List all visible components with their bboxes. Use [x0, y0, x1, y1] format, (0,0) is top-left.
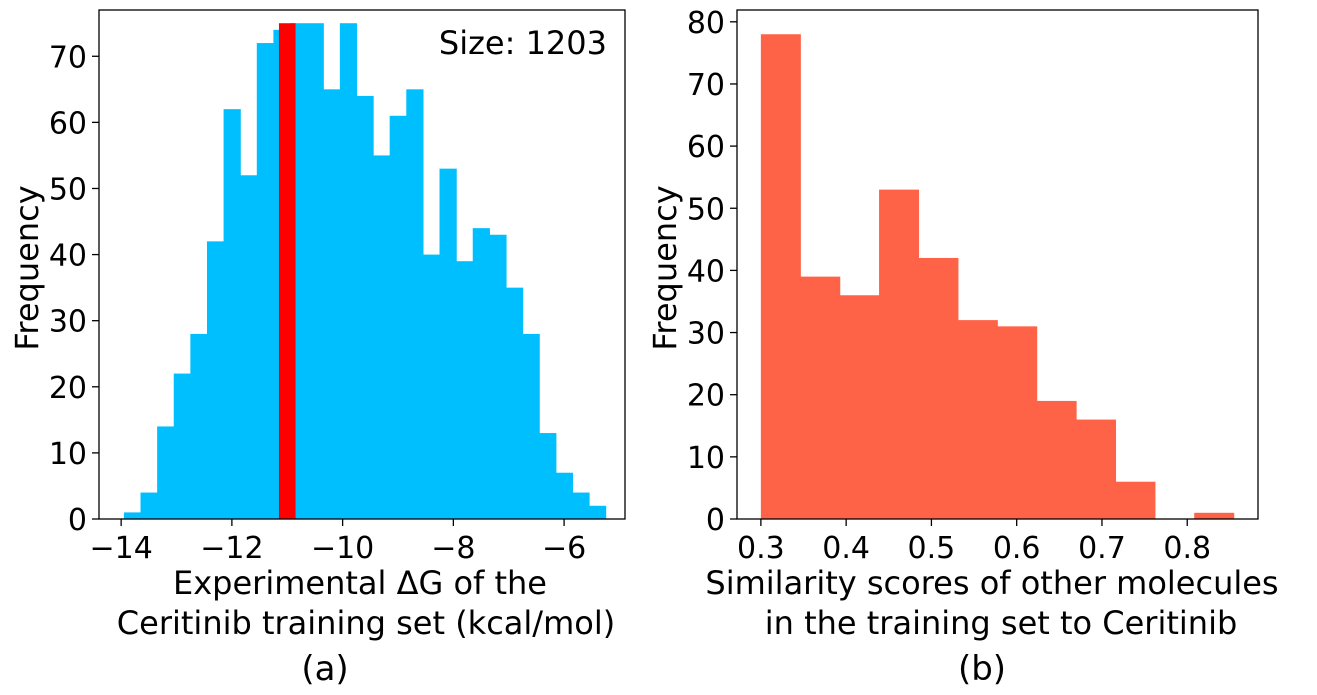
histogram-bar [406, 89, 424, 519]
y-tick-label: 20 [687, 379, 725, 414]
histogram-bar [1036, 400, 1077, 519]
histogram-bar [957, 320, 998, 519]
histogram-bar [123, 512, 142, 519]
x-tick-label: 0.6 [993, 531, 1041, 566]
y-tick-label: 50 [49, 172, 87, 207]
y-tick-label: 40 [49, 239, 87, 274]
histogram-bar [240, 175, 258, 519]
panel-b-xlabel-line1: Similarity scores of other molecules [705, 564, 1278, 602]
histogram-bar [140, 492, 158, 519]
histogram-bar [339, 23, 358, 519]
histogram-bar [323, 89, 341, 519]
x-tick-label: 0.3 [737, 531, 785, 566]
x-tick-label: −12 [200, 531, 263, 566]
histogram-bar [373, 155, 391, 519]
x-tick-label: −10 [311, 531, 374, 566]
panel-a-label: (a) [301, 649, 348, 689]
histogram-bar [223, 109, 241, 519]
histogram-bar [489, 234, 507, 519]
panel-a-y-ticks: 0 10 20 30 40 50 60 70 [49, 40, 99, 538]
panel-b-xlabel-line2: in the training set to Ceritinib [765, 604, 1238, 642]
y-tick-label: 30 [687, 317, 725, 352]
x-tick-label: 0.8 [1163, 531, 1211, 566]
histogram-bar [472, 228, 490, 519]
histogram-bar [306, 23, 324, 519]
y-tick-label: 30 [49, 305, 87, 340]
histogram-bar [173, 373, 191, 519]
panel-b-label: (b) [958, 649, 1006, 689]
y-tick-label: 40 [687, 254, 725, 289]
panel-b-plot-frame [736, 9, 1259, 520]
histogram-bar [1194, 512, 1235, 519]
histogram-bar [1115, 481, 1156, 519]
histogram-bar [555, 472, 573, 519]
panel-a-highlight [278, 23, 296, 519]
y-tick-label: 10 [687, 441, 725, 476]
panel-b-bars [760, 34, 1235, 520]
histogram-bar [356, 95, 374, 519]
histogram-bar [505, 287, 524, 519]
x-tick-label: 0.5 [908, 531, 956, 566]
histogram-bar [572, 492, 590, 519]
y-tick-label: 70 [49, 40, 87, 75]
histogram-bar [522, 333, 540, 519]
panel-a-xlabel-line2: Ceritinib training set (kcal/mol) [117, 604, 615, 642]
y-tick-label: 50 [687, 192, 725, 227]
histogram-bar [256, 43, 275, 520]
histogram-bar [422, 254, 441, 519]
histogram-bar [389, 115, 407, 520]
histogram-bar [760, 34, 801, 520]
x-tick-label: −8 [431, 531, 475, 566]
histogram-bar [1076, 419, 1117, 519]
histogram-bar [800, 276, 841, 519]
histogram-bar [190, 333, 208, 519]
panel-b-ylabel: Frequency [646, 185, 684, 350]
highlight-bar [278, 23, 296, 519]
y-tick-label: 0 [68, 503, 87, 538]
x-tick-label: −14 [89, 531, 152, 566]
x-tick-label: 0.4 [822, 531, 870, 566]
histogram-bar [206, 241, 225, 520]
y-tick-label: 80 [687, 6, 725, 41]
histogram-bar [839, 295, 880, 519]
histogram-bar [589, 505, 607, 519]
panel-a-plot-frame [98, 9, 626, 520]
panel-b-y-ticks: 0 10 20 30 40 50 60 70 80 [687, 6, 737, 538]
histogram-bar [157, 426, 175, 519]
panel-a-bars [123, 23, 607, 520]
y-tick-label: 0 [706, 503, 725, 538]
panel-a-histogram: −14 −12 −10 −8 −6 0 10 20 30 40 50 60 70 Size: 1203… [8, 9, 626, 689]
y-tick-label: 60 [687, 130, 725, 165]
histogram-bar [539, 433, 557, 519]
y-tick-label: 60 [49, 106, 87, 141]
y-tick-label: 70 [687, 68, 725, 103]
histogram-bar [918, 257, 959, 519]
y-tick-label: 20 [49, 371, 87, 406]
panel-a-x-ticks: −14 −12 −10 −8 −6 [89, 519, 586, 566]
x-tick-label: 0.7 [1078, 531, 1126, 566]
histogram-bar [439, 168, 457, 519]
y-tick-label: 10 [49, 437, 87, 472]
panel-b-histogram: 0.3 0.4 0.5 0.6 0.7 0.8 0 10 20 30 40 50 60 70 80 Fre… [646, 6, 1279, 689]
histogram-bar [997, 326, 1038, 519]
x-tick-label: −6 [542, 531, 586, 566]
panel-a-annotation: Size: 1203 [439, 24, 607, 62]
panel-b-x-ticks: 0.3 0.4 0.5 0.6 0.7 0.8 [737, 519, 1211, 566]
panel-a-xlabel-line1: Experimental ΔG of the [173, 564, 547, 602]
histogram-bar [879, 189, 920, 520]
panel-a-ylabel: Frequency [8, 185, 46, 350]
histogram-bar [456, 261, 474, 519]
